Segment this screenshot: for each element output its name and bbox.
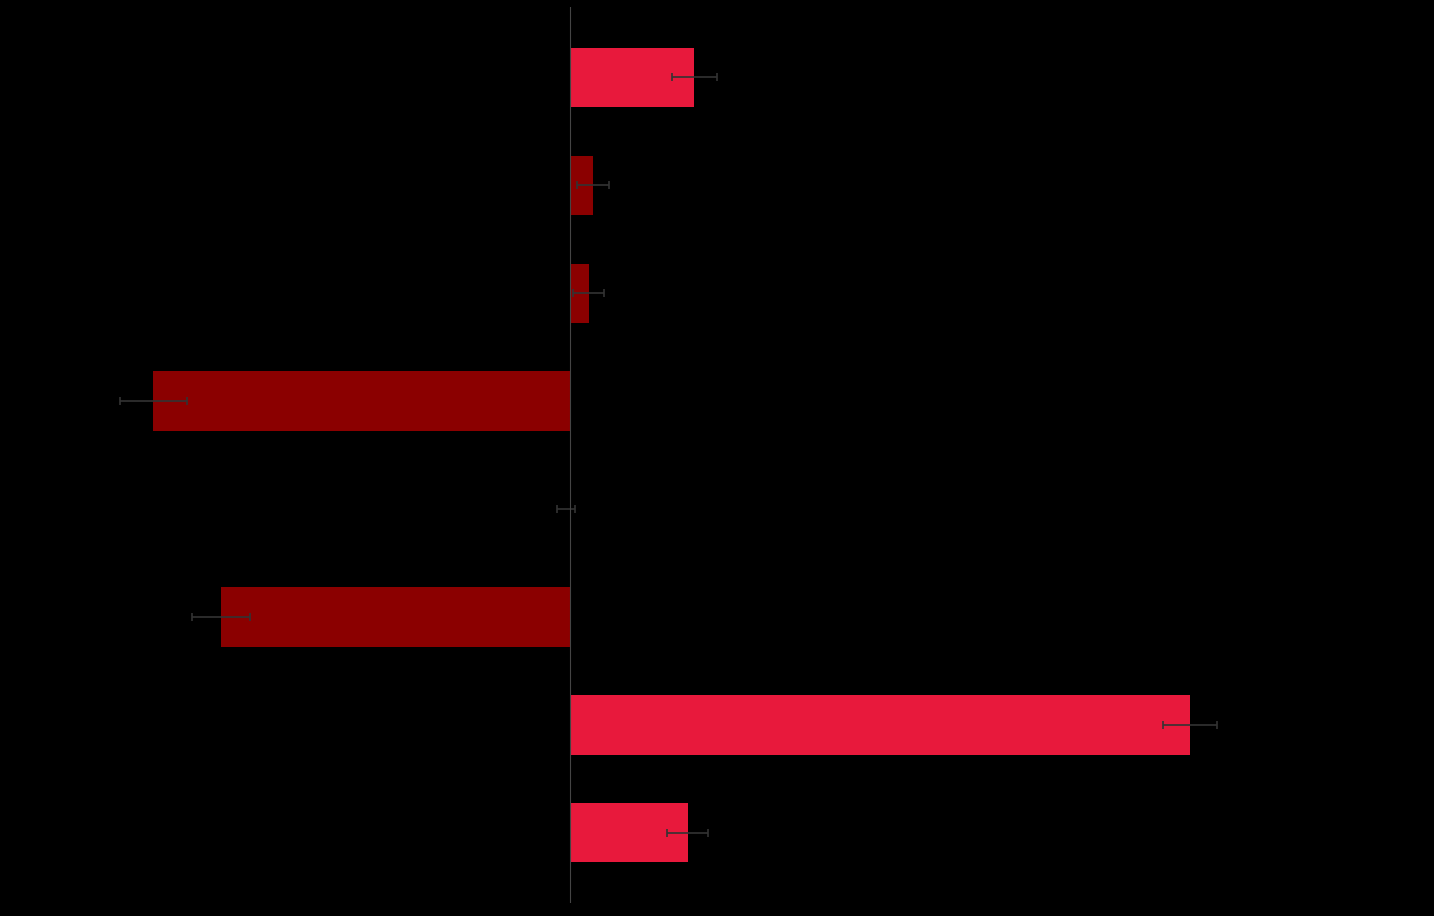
Bar: [571, 264, 588, 322]
Bar: [571, 48, 694, 107]
Bar: [153, 371, 571, 431]
Bar: [221, 587, 571, 647]
Bar: [571, 803, 688, 863]
Bar: [571, 156, 594, 215]
Bar: [566, 479, 571, 539]
Bar: [571, 695, 1190, 755]
